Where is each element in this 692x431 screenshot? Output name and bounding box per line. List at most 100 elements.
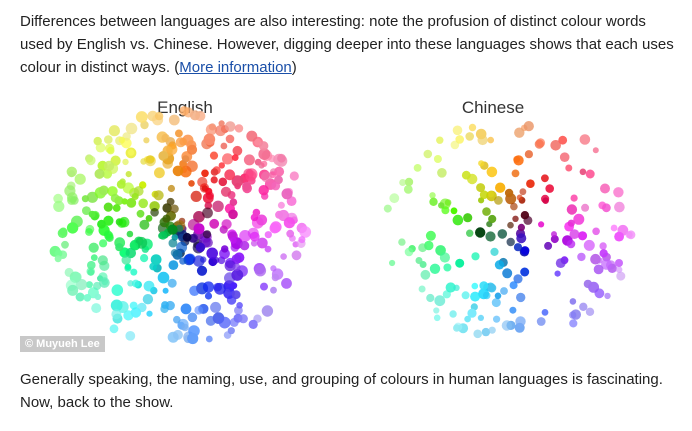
colour-dot [72, 272, 82, 282]
colour-dot [449, 310, 457, 318]
colour-dot [170, 249, 179, 257]
colour-dot [413, 164, 422, 172]
colour-dot [299, 226, 312, 238]
colour-dot [592, 227, 600, 236]
colour-dot [289, 171, 299, 181]
colour-dot [569, 319, 578, 328]
colour-dot [230, 282, 238, 290]
colour-dot [187, 312, 198, 323]
colour-dot [438, 202, 445, 209]
colour-dot [204, 201, 213, 210]
colour-dot [577, 252, 586, 262]
colour-dot [75, 292, 85, 302]
colour-dot [121, 198, 128, 205]
colour-dot [452, 214, 464, 226]
colour-dot [429, 192, 436, 199]
colour-dot [569, 229, 580, 240]
colour-dot [122, 158, 129, 166]
colour-dot [487, 283, 497, 293]
colour-dot [464, 315, 471, 323]
colour-dot [76, 279, 88, 291]
colour-dot [231, 290, 241, 300]
colour-dot [205, 124, 217, 136]
colour-dot [246, 130, 258, 142]
colour-dot [209, 151, 219, 160]
colour-dot [616, 271, 626, 281]
colour-dot [109, 324, 119, 334]
colour-dot [426, 293, 435, 303]
colour-dot [232, 145, 243, 156]
colour-dot [404, 177, 414, 187]
colour-dot [167, 278, 177, 288]
colour-dot [271, 181, 281, 191]
colour-dot [135, 111, 148, 123]
colour-dot [514, 127, 525, 138]
colour-dot [229, 237, 237, 244]
colour-dot [559, 152, 570, 162]
more-information-link[interactable]: More information [179, 59, 292, 76]
colour-dot [463, 213, 473, 223]
colour-dot [222, 153, 234, 165]
colour-dot [477, 314, 484, 321]
colour-dot [243, 154, 255, 166]
colour-dot [193, 223, 205, 235]
colour-dot [487, 136, 495, 144]
colour-dot [94, 168, 105, 179]
colour-dot [193, 255, 205, 267]
colour-dot [53, 200, 65, 212]
colour-dot [91, 303, 102, 314]
colour-dot [111, 309, 122, 320]
colour-dot [520, 211, 530, 220]
colour-dot [173, 315, 181, 324]
colour-dot [526, 179, 535, 188]
colour-dot [87, 268, 95, 276]
colour-dot [516, 194, 523, 201]
colour-dot [260, 160, 268, 167]
colour-dot [103, 160, 115, 172]
colour-dot [64, 185, 76, 197]
colour-dot [486, 166, 498, 178]
colour-dot [604, 292, 611, 300]
colour-dot [196, 265, 208, 276]
colour-dot [98, 185, 109, 196]
colour-dot [434, 295, 446, 307]
colour-dot [271, 273, 280, 282]
colour-dot [131, 193, 139, 200]
colour-dot [145, 155, 155, 164]
colour-dot [511, 169, 520, 178]
colour-dot [270, 265, 277, 272]
colour-dot [509, 306, 517, 314]
colour-dot [261, 171, 272, 183]
colour-dot [453, 284, 460, 291]
colour-dot [67, 195, 77, 205]
colour-dot [68, 170, 76, 178]
colour-dot [161, 133, 170, 143]
colour-dot [399, 179, 407, 186]
colour-dot [201, 169, 209, 178]
colour-dot [478, 197, 485, 204]
colour-dot [286, 229, 295, 238]
english-colour-cloud [49, 106, 312, 345]
colour-dot [487, 190, 495, 198]
colour-dot [242, 181, 252, 191]
colour-dot [139, 219, 150, 230]
colour-clouds-image: English Chinese [49, 98, 636, 345]
colour-dot [538, 221, 545, 228]
colour-dot [127, 280, 134, 287]
colour-dot [455, 258, 465, 268]
colour-dot [544, 241, 553, 250]
colour-dot [566, 204, 578, 215]
colour-dot [232, 263, 241, 272]
colour-dot [573, 213, 585, 225]
colour-dot [130, 268, 138, 276]
colour-dot [516, 233, 527, 244]
colour-dot [626, 230, 636, 240]
colour-dot [125, 171, 132, 178]
colour-dot [202, 207, 213, 219]
colour-dot [471, 252, 480, 261]
colour-dot [389, 259, 396, 267]
colour-dot [168, 260, 179, 270]
colour-dot [433, 155, 442, 163]
colour-dot [551, 231, 557, 238]
colour-dot [501, 320, 513, 331]
